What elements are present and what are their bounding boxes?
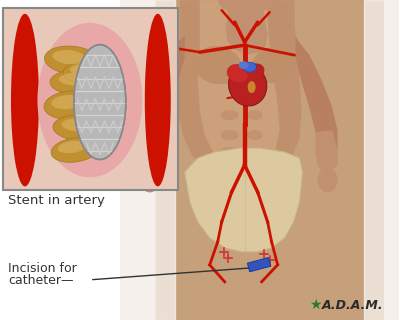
Ellipse shape: [58, 141, 86, 153]
Ellipse shape: [59, 73, 95, 86]
Ellipse shape: [145, 14, 171, 187]
Ellipse shape: [247, 130, 263, 140]
Ellipse shape: [63, 61, 113, 83]
Text: ★: ★: [310, 298, 322, 312]
Ellipse shape: [247, 110, 263, 120]
Bar: [155, 0, 384, 320]
Ellipse shape: [221, 130, 239, 140]
Polygon shape: [140, 35, 185, 170]
Ellipse shape: [11, 14, 39, 187]
Ellipse shape: [51, 138, 99, 162]
Ellipse shape: [252, 47, 296, 83]
Ellipse shape: [44, 46, 99, 74]
Ellipse shape: [51, 95, 82, 109]
Ellipse shape: [243, 62, 257, 72]
Text: Incision for: Incision for: [8, 262, 77, 275]
Ellipse shape: [239, 61, 249, 69]
Polygon shape: [185, 148, 302, 252]
Ellipse shape: [62, 118, 96, 132]
Polygon shape: [296, 35, 338, 170]
Ellipse shape: [218, 0, 273, 14]
Text: A.D.A.M.: A.D.A.M.: [322, 299, 383, 312]
Polygon shape: [170, 0, 270, 85]
Ellipse shape: [318, 167, 338, 192]
Bar: [120, 0, 400, 320]
Ellipse shape: [221, 110, 239, 120]
Ellipse shape: [194, 46, 242, 84]
Polygon shape: [198, 0, 280, 172]
Ellipse shape: [227, 64, 248, 82]
Text: catheter—: catheter—: [8, 274, 74, 287]
Bar: [3, 8, 178, 190]
Polygon shape: [316, 130, 338, 172]
Ellipse shape: [221, 147, 239, 157]
Ellipse shape: [248, 81, 256, 93]
Ellipse shape: [70, 64, 100, 75]
Ellipse shape: [140, 167, 160, 192]
Ellipse shape: [52, 50, 85, 64]
Bar: [3, 8, 178, 190]
Ellipse shape: [247, 147, 263, 157]
Ellipse shape: [247, 63, 264, 79]
Bar: [0, 0, 120, 320]
Bar: [3, 8, 178, 190]
Polygon shape: [177, 0, 302, 182]
Text: Stent in artery: Stent in artery: [8, 194, 105, 207]
Ellipse shape: [44, 91, 96, 119]
Polygon shape: [140, 130, 162, 172]
Bar: [247, 258, 271, 272]
Ellipse shape: [38, 23, 142, 177]
Ellipse shape: [53, 115, 111, 141]
Ellipse shape: [228, 64, 267, 106]
Ellipse shape: [50, 69, 110, 95]
Ellipse shape: [74, 45, 126, 159]
Polygon shape: [226, 0, 268, 54]
